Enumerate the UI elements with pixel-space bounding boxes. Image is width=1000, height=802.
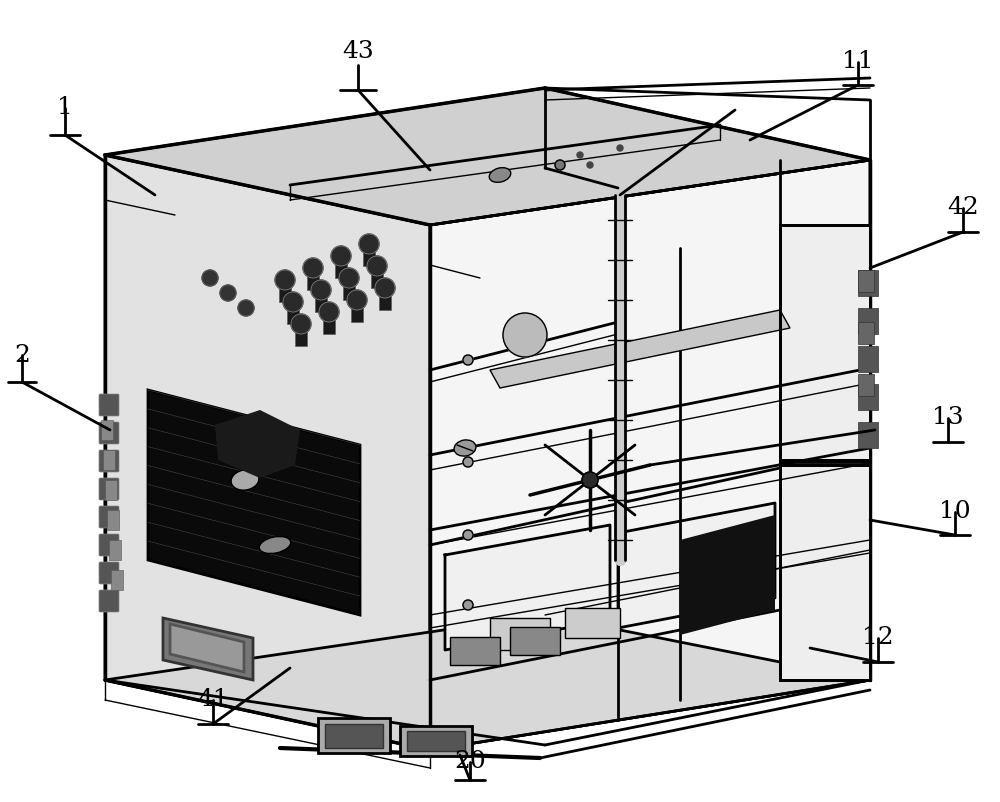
Polygon shape	[105, 615, 870, 750]
Polygon shape	[148, 390, 360, 615]
Bar	[351, 308, 363, 322]
Bar	[400, 726, 472, 756]
Bar	[858, 270, 878, 296]
Polygon shape	[780, 160, 870, 680]
Text: 11: 11	[842, 51, 874, 74]
Bar	[318, 718, 390, 753]
Polygon shape	[680, 515, 775, 635]
Bar	[858, 346, 878, 372]
Circle shape	[291, 314, 311, 334]
Polygon shape	[618, 503, 775, 628]
Circle shape	[220, 285, 236, 301]
Circle shape	[275, 270, 295, 290]
Circle shape	[303, 258, 323, 278]
Circle shape	[555, 160, 565, 170]
FancyBboxPatch shape	[99, 562, 119, 584]
Bar	[103, 450, 115, 470]
Circle shape	[463, 355, 473, 365]
Bar	[858, 384, 878, 410]
FancyBboxPatch shape	[99, 590, 119, 612]
Text: 41: 41	[197, 688, 229, 711]
Ellipse shape	[231, 470, 259, 490]
Circle shape	[463, 600, 473, 610]
Circle shape	[331, 246, 351, 266]
Polygon shape	[163, 618, 253, 680]
Text: 20: 20	[454, 751, 486, 773]
Ellipse shape	[489, 168, 511, 182]
Bar	[858, 374, 874, 396]
Bar	[858, 270, 874, 292]
Text: 13: 13	[932, 407, 964, 430]
Circle shape	[238, 300, 254, 316]
Text: 12: 12	[862, 626, 894, 650]
Circle shape	[319, 302, 339, 322]
FancyBboxPatch shape	[99, 478, 119, 500]
Bar	[323, 320, 335, 334]
Circle shape	[367, 256, 387, 276]
Bar	[490, 618, 550, 650]
Circle shape	[582, 472, 598, 488]
Circle shape	[202, 270, 218, 286]
Bar	[325, 724, 383, 748]
Circle shape	[359, 234, 379, 254]
Polygon shape	[780, 465, 870, 680]
Circle shape	[311, 280, 331, 300]
FancyBboxPatch shape	[99, 506, 119, 528]
Text: 10: 10	[939, 500, 971, 524]
Polygon shape	[445, 525, 610, 650]
Bar	[363, 252, 375, 266]
Bar	[109, 540, 121, 560]
FancyBboxPatch shape	[99, 534, 119, 556]
Bar	[111, 570, 123, 590]
Bar	[107, 510, 119, 530]
Circle shape	[463, 457, 473, 467]
Circle shape	[587, 162, 593, 168]
Bar	[279, 288, 291, 302]
Circle shape	[347, 290, 367, 310]
Polygon shape	[780, 225, 870, 460]
FancyBboxPatch shape	[99, 394, 119, 416]
Polygon shape	[170, 624, 244, 672]
Circle shape	[617, 145, 623, 151]
Bar	[307, 276, 319, 290]
Bar	[510, 627, 560, 655]
Polygon shape	[430, 160, 870, 750]
Bar	[335, 264, 347, 278]
Polygon shape	[105, 155, 430, 750]
Ellipse shape	[259, 537, 291, 553]
Bar	[287, 310, 299, 324]
Bar	[315, 298, 327, 312]
Bar	[858, 422, 878, 448]
Circle shape	[503, 313, 547, 357]
FancyBboxPatch shape	[99, 422, 119, 444]
Bar	[343, 286, 355, 300]
Polygon shape	[105, 88, 870, 225]
Bar	[101, 420, 113, 440]
Bar	[858, 308, 878, 334]
Circle shape	[577, 152, 583, 158]
Circle shape	[463, 530, 473, 540]
FancyBboxPatch shape	[99, 450, 119, 472]
Ellipse shape	[454, 439, 476, 456]
Bar	[105, 480, 117, 500]
Circle shape	[339, 268, 359, 288]
Bar	[450, 637, 500, 665]
Bar	[565, 608, 620, 638]
Text: 43: 43	[342, 40, 374, 63]
Text: 2: 2	[14, 343, 30, 367]
Bar	[407, 731, 465, 751]
Bar	[295, 332, 307, 346]
Bar	[858, 322, 874, 344]
Text: 42: 42	[947, 196, 979, 220]
Polygon shape	[215, 410, 300, 478]
Polygon shape	[490, 310, 790, 388]
Bar	[379, 296, 391, 310]
Circle shape	[283, 292, 303, 312]
Bar	[371, 274, 383, 288]
Circle shape	[375, 278, 395, 298]
Text: 1: 1	[57, 96, 73, 119]
